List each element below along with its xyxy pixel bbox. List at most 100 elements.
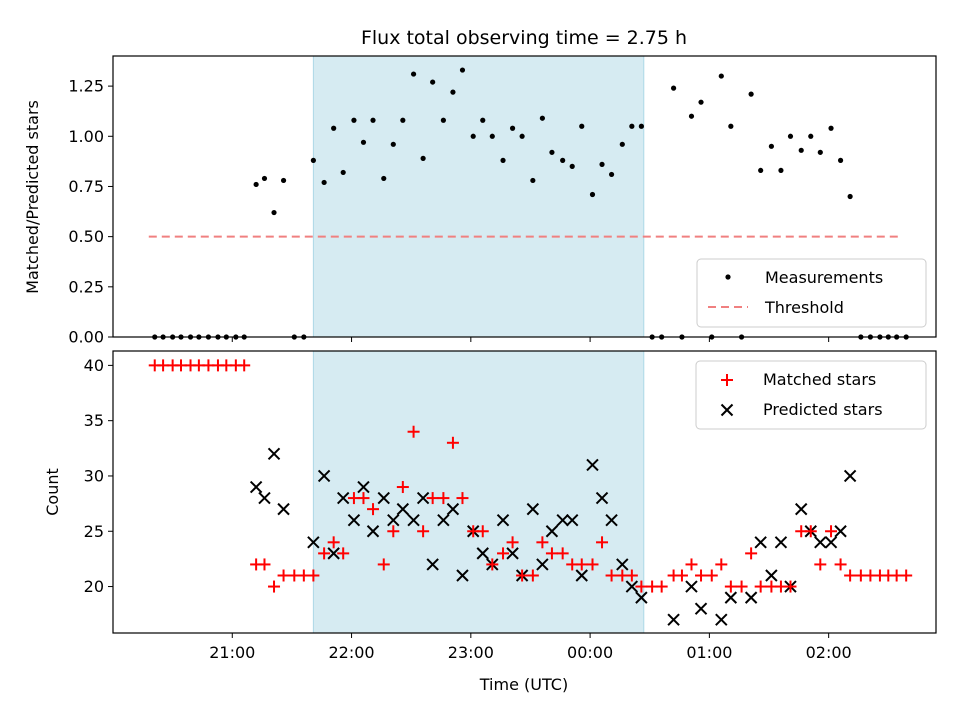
predicted-star-point: [426, 558, 439, 571]
matched-star-point: [307, 569, 320, 582]
legend-predicted-marker: [720, 403, 734, 417]
matched-star-point: [367, 503, 380, 516]
x-tick-label: 22:00: [328, 643, 374, 662]
predicted-star-point: [694, 602, 708, 615]
legend-measurements-label: Measurements: [765, 268, 883, 287]
matched-star-point: [745, 547, 758, 560]
top-shaded-region: [312, 55, 645, 338]
measurement-point: [599, 161, 605, 167]
predicted-star-point: [566, 513, 579, 527]
measurement-point: [579, 123, 585, 129]
measurement-point: [798, 147, 804, 153]
measurement-point: [340, 169, 346, 176]
predicted-star-point: [545, 525, 559, 538]
matched-star-point: [675, 569, 688, 582]
measurement-point: [608, 171, 615, 178]
predicted-star-point: [387, 513, 400, 527]
predicted-star-point: [327, 547, 340, 560]
predicted-star-points: [249, 447, 857, 626]
matched-star-point: [426, 492, 439, 505]
top-shade-rect: [312, 55, 645, 338]
matched-star-point: [586, 558, 599, 571]
measurement-point: [817, 149, 823, 155]
matched-star-point: [277, 569, 290, 582]
measurement-point: [390, 141, 396, 147]
predicted-star-point: [377, 491, 390, 505]
predicted-star-point: [307, 536, 320, 549]
top-y-tick-label: 0.75: [68, 177, 104, 196]
matched-star-point: [486, 558, 499, 571]
measurement-point: [808, 133, 814, 139]
measurement-point: [728, 123, 734, 129]
measurement-point: [489, 133, 495, 139]
matched-star-point: [635, 580, 648, 593]
measurement-point: [560, 157, 566, 163]
measurement-point: [698, 99, 704, 105]
matched-star-point: [834, 558, 847, 571]
predicted-star-point: [724, 591, 738, 604]
legend-threshold-label: Threshold: [764, 298, 844, 317]
predicted-star-point: [586, 458, 599, 472]
bottom-shaded-region: [312, 350, 645, 634]
measurement-point: [519, 133, 525, 139]
predicted-star-point: [814, 536, 827, 549]
predicted-star-point: [317, 469, 331, 483]
legend-matched-marker: [721, 374, 733, 386]
measurement-point: [629, 123, 635, 129]
matched-star-point: [377, 558, 390, 571]
matched-star-point: [476, 525, 489, 538]
measurement-point: [509, 125, 516, 131]
measurement-point: [778, 167, 784, 174]
predicted-star-point: [506, 547, 519, 560]
matched-star-point: [446, 436, 459, 449]
measurement-point: [619, 141, 625, 147]
measurement-point: [470, 133, 476, 139]
measurement-point: [410, 71, 417, 77]
matched-star-point: [844, 569, 857, 582]
predicted-star-point: [249, 480, 263, 494]
predicted-star-point: [407, 513, 420, 527]
measurement-point: [589, 191, 596, 198]
x-tick-label: 00:00: [567, 643, 613, 662]
measurement-point: [688, 113, 695, 119]
measurement-point: [748, 91, 754, 97]
predicted-star-point: [834, 525, 847, 538]
measurement-point: [381, 175, 387, 182]
top-y-ticks: 0.00 0.25 0.50 0.75 1.00 1.25: [68, 77, 113, 347]
measurement-point: [430, 79, 436, 85]
x-tick-label: 21:00: [209, 643, 255, 662]
matched-star-point: [357, 492, 370, 505]
predicted-star-point: [496, 513, 510, 527]
measurement-point: [271, 209, 277, 216]
measurement-point: [440, 117, 446, 123]
predicted-star-point: [616, 558, 629, 571]
measurement-point: [787, 133, 794, 139]
measurement-point: [480, 117, 486, 123]
predicted-star-point: [536, 558, 549, 571]
matched-star-point: [596, 536, 609, 549]
matched-star-point: [575, 558, 588, 571]
predicted-star-point: [446, 502, 460, 516]
measurement-point: [847, 193, 853, 200]
matched-star-point: [825, 525, 838, 538]
predicted-star-point: [625, 580, 639, 593]
matched-star-point: [754, 580, 767, 593]
matched-star-point: [238, 359, 251, 372]
predicted-star-point: [476, 547, 489, 560]
measurement-point: [321, 179, 327, 186]
measurement-point: [569, 163, 575, 169]
matched-star-point: [258, 558, 271, 571]
predicted-star-point: [366, 525, 380, 538]
matched-star-point: [407, 425, 420, 438]
measurement-point: [420, 155, 426, 161]
predicted-star-point: [843, 469, 857, 483]
predicted-star-point: [267, 447, 281, 461]
predicted-star-point: [715, 613, 728, 626]
predicted-star-point: [635, 591, 648, 604]
predicted-star-point: [396, 502, 410, 516]
matched-star-point: [506, 536, 519, 549]
matched-star-point: [605, 569, 618, 582]
matched-star-point: [536, 536, 549, 549]
predicted-star-point: [456, 569, 469, 582]
predicted-star-point: [526, 502, 540, 516]
